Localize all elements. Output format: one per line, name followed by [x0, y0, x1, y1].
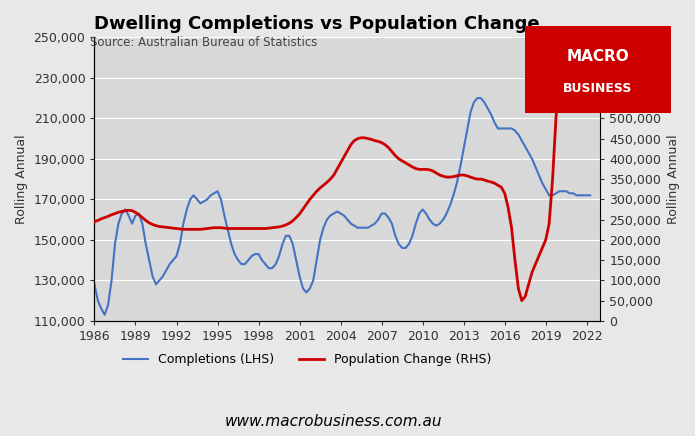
Text: MACRO: MACRO	[566, 49, 629, 64]
Text: BUSINESS: BUSINESS	[563, 82, 632, 95]
Y-axis label: Rolling Annual: Rolling Annual	[667, 134, 680, 224]
Text: www.macrobusiness.com.au: www.macrobusiness.com.au	[225, 414, 442, 429]
Text: Dwelling Completions vs Population Change: Dwelling Completions vs Population Chang…	[95, 15, 540, 33]
Y-axis label: Rolling Annual: Rolling Annual	[15, 134, 28, 224]
Text: Source: Australian Bureau of Statistics: Source: Australian Bureau of Statistics	[90, 36, 318, 49]
Legend: Completions (LHS), Population Change (RHS): Completions (LHS), Population Change (RH…	[117, 348, 496, 371]
